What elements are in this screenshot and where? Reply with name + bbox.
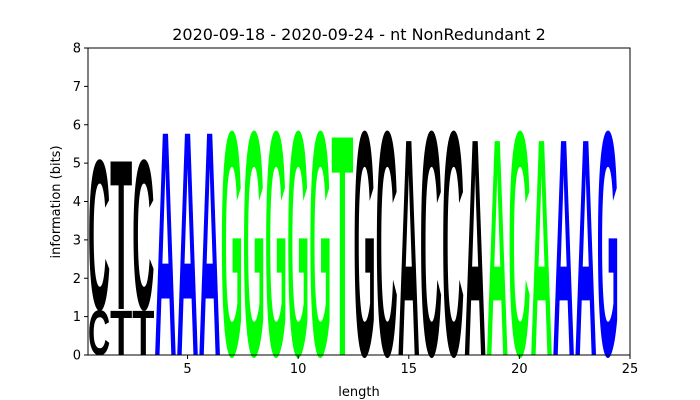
logo-letter-group: C bbox=[420, 65, 442, 400]
logo-letter: G bbox=[265, 65, 287, 400]
logo-letter: A bbox=[553, 74, 575, 400]
logo-letter: A bbox=[486, 74, 508, 400]
logo-letter: G bbox=[353, 65, 375, 400]
logo-letter-group: A bbox=[553, 74, 575, 400]
logo-letter-group: A bbox=[176, 65, 198, 400]
logo-letter: A bbox=[530, 74, 552, 400]
logo-area: CC TT TC A A A G G G G G T G C A C C A A C A A A G bbox=[88, 65, 619, 400]
logo-letter-group: A bbox=[486, 74, 508, 400]
y-tick-label: 7 bbox=[73, 80, 81, 95]
logo-letter-group: A bbox=[398, 74, 420, 400]
logo-letter-group: G bbox=[597, 65, 619, 400]
logo-letter: A bbox=[199, 65, 221, 400]
logo-letter-group: G bbox=[265, 65, 287, 400]
y-tick-label: 0 bbox=[73, 349, 81, 364]
logo-letter-group: A bbox=[575, 74, 597, 400]
logo-letter: C bbox=[376, 65, 398, 400]
logo-letter-group: C bbox=[88, 117, 110, 355]
logo-letter: C bbox=[508, 65, 530, 400]
logo-letter: G bbox=[287, 65, 309, 400]
y-axis-label: information (bits) bbox=[49, 145, 64, 258]
logo-letter: C bbox=[88, 297, 110, 369]
y-tick-label: 5 bbox=[73, 157, 81, 172]
x-tick-label: 10 bbox=[290, 362, 307, 377]
logo-letter: A bbox=[154, 65, 176, 400]
logo-letter-group: T bbox=[331, 69, 353, 400]
y-tick-label: 1 bbox=[73, 310, 81, 325]
y-tick-label: 8 bbox=[73, 42, 81, 57]
x-axis-label: length bbox=[338, 385, 379, 400]
logo-letter: T bbox=[331, 69, 353, 400]
logo-letter-group: G bbox=[309, 65, 331, 400]
logo-letter-group: C bbox=[442, 65, 464, 400]
logo-letter: G bbox=[309, 65, 331, 400]
y-tick-label: 4 bbox=[73, 195, 81, 210]
logo-letter: C bbox=[88, 117, 110, 355]
logo-letter-group: T bbox=[110, 117, 132, 355]
x-tick-label: 25 bbox=[622, 362, 639, 377]
logo-letter-group: C bbox=[376, 65, 398, 400]
logo-letter: A bbox=[575, 74, 597, 400]
logo-letter-group: A bbox=[464, 74, 486, 400]
x-tick-label: 5 bbox=[183, 362, 191, 377]
logo-letter-group: A bbox=[199, 65, 221, 400]
logo-letter-group: G bbox=[353, 65, 375, 400]
logo-letter-group: A bbox=[530, 74, 552, 400]
logo-letter: T bbox=[132, 297, 154, 369]
y-tick-label: 3 bbox=[73, 233, 81, 248]
logo-letter-group: C bbox=[508, 65, 530, 400]
logo-letter-group: C bbox=[88, 297, 110, 369]
logo-letter: C bbox=[420, 65, 442, 400]
x-tick-label: 15 bbox=[401, 362, 418, 377]
logo-letter: G bbox=[597, 65, 619, 400]
logo-letter-group: C bbox=[132, 117, 154, 355]
logo-letter: A bbox=[398, 74, 420, 400]
y-tick-label: 6 bbox=[73, 118, 81, 133]
logo-letter: A bbox=[464, 74, 486, 400]
x-tick-label: 20 bbox=[511, 362, 528, 377]
chart-title: 2020-09-18 - 2020-09-24 - nt NonRedundan… bbox=[172, 25, 546, 44]
y-tick-label: 2 bbox=[73, 272, 81, 287]
logo-letter: C bbox=[132, 117, 154, 355]
logo-letter-group: G bbox=[243, 65, 265, 400]
logo-letter: T bbox=[110, 297, 132, 369]
logo-letter: G bbox=[243, 65, 265, 400]
logo-letter: A bbox=[176, 65, 198, 400]
logo-letter: T bbox=[110, 117, 132, 355]
logo-letter-group: G bbox=[287, 65, 309, 400]
logo-letter-group: G bbox=[221, 65, 243, 400]
logo-letter: G bbox=[221, 65, 243, 400]
logo-letter-group: T bbox=[110, 297, 132, 369]
logo-letter: C bbox=[442, 65, 464, 400]
logo-letter-group: A bbox=[154, 65, 176, 400]
logo-letter-group: T bbox=[132, 297, 154, 369]
